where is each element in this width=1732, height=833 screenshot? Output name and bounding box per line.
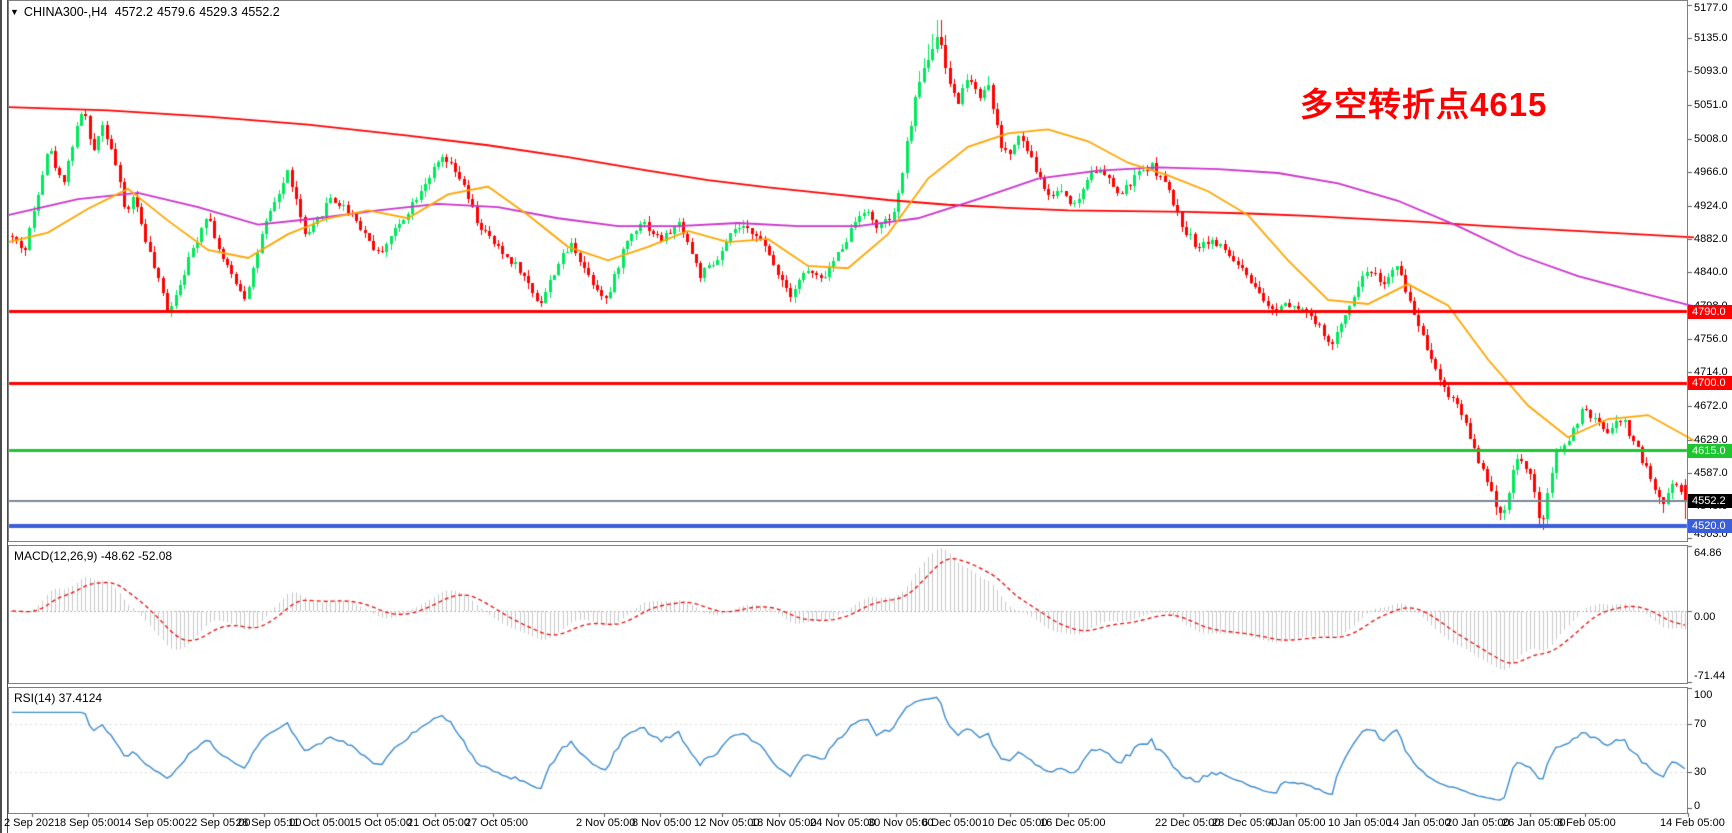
macd-pane[interactable] (8, 545, 1688, 684)
time-axis-label: 22 Dec 05:00 (1155, 817, 1221, 829)
rsi-axis-label: 70 (1694, 718, 1707, 730)
rsi-axis-label: 0 (1694, 800, 1701, 812)
price-tick-label: 4924.0 (1694, 199, 1728, 212)
rsi-indicator-label: RSI(14) 37.4124 (14, 691, 103, 705)
symbol-period-label: CHINA300-,H4 (23, 5, 108, 19)
price-tag: 4520.0 (1688, 519, 1732, 534)
macd-axis-label: 0.00 (1694, 611, 1716, 623)
macd-axis-label: 64.86 (1694, 547, 1722, 559)
time-axis-label: 15 Oct 05:00 (349, 817, 412, 829)
price-tick-label: 5051.0 (1694, 98, 1728, 111)
time-axis-label: 28 Sep 05:00 (236, 817, 302, 829)
time-axis-label: 24 Nov 05:00 (810, 817, 876, 829)
symbol-header: ▼ CHINA300-,H4 4572.2 4579.6 4529.3 4552.2 (10, 5, 284, 19)
price-tick-label: 4629.0 (1694, 433, 1728, 446)
rsi-axis-label: 30 (1694, 766, 1707, 778)
ohlc-high: 4579.6 (157, 5, 196, 19)
time-axis-label: 8 Sep 05:00 (60, 817, 120, 829)
time-axis-label: 8 Nov 05:00 (632, 817, 692, 829)
time-axis-label: 11 Oct 05:00 (288, 817, 351, 829)
price-tick-label: 5135.0 (1694, 32, 1728, 45)
time-axis-label: 2 Sep 2021 (4, 817, 61, 829)
time-axis-label: 16 Dec 05:00 (1040, 817, 1106, 829)
price-tick-label: 5093.0 (1694, 65, 1728, 78)
time-axis-label: 14 Jan 05:00 (1387, 817, 1451, 829)
rsi-axis-label: 100 (1694, 689, 1713, 701)
price-tag: 4552.2 (1688, 493, 1732, 508)
price-tick-label: 4840.0 (1694, 266, 1728, 279)
price-tag: 4790.0 (1688, 304, 1732, 319)
time-axis-label: 27 Oct 05:00 (465, 817, 528, 829)
time-axis-label: 26 Jan 05:00 (1502, 817, 1566, 829)
collapse-triangle-icon[interactable]: ▼ (10, 7, 19, 17)
price-tick-label: 4756.0 (1694, 332, 1728, 345)
time-axis-label: 12 Nov 05:00 (694, 817, 760, 829)
time-axis-label: 14 Feb 05:00 (1660, 817, 1725, 829)
macd-axis-label: -71.44 (1694, 670, 1726, 682)
time-axis-label: 30 Nov 05:00 (868, 817, 934, 829)
price-tick-label: 4882.0 (1694, 232, 1728, 245)
time-axis-label: 22 Sep 05:00 (185, 817, 251, 829)
time-axis-label: 10 Dec 05:00 (982, 817, 1048, 829)
time-axis-label: 20 Jan 05:00 (1446, 817, 1510, 829)
time-axis-label: 6 Dec 05:00 (922, 817, 982, 829)
time-axis-label: 14 Sep 05:00 (119, 817, 185, 829)
price-tick-label: 4714.0 (1694, 366, 1728, 379)
macd-indicator-label: MACD(12,26,9) -48.62 -52.08 (14, 549, 173, 563)
time-axis-label: 18 Nov 05:00 (751, 817, 817, 829)
price-tick-label: 5008.0 (1694, 132, 1728, 145)
price-tag: 4700.0 (1688, 376, 1732, 391)
window-border-inner (7, 0, 8, 833)
rsi-pane[interactable] (8, 687, 1688, 814)
time-axis-label: 10 Jan 05:00 (1328, 817, 1392, 829)
annotation-text[interactable]: 多空转折点4615 (1300, 86, 1548, 123)
time-axis-label: 8 Feb 05:00 (1557, 817, 1616, 829)
ohlc-open: 4572.2 (114, 5, 154, 19)
main-price-pane[interactable] (8, 0, 1688, 542)
time-axis-label: 2 Nov 05:00 (576, 817, 636, 829)
ohlc-low: 4529.3 (199, 5, 238, 19)
price-tick-label: 4587.0 (1694, 467, 1728, 480)
time-axis-label: 4 Jan 05:00 (1268, 817, 1326, 829)
price-tick-label: 4672.0 (1694, 399, 1728, 412)
price-tick-label: 5177.0 (1694, 2, 1728, 14)
time-axis-label: 28 Dec 05:00 (1212, 817, 1278, 829)
window-border-outer (0, 0, 2, 833)
price-tag: 4615.0 (1688, 443, 1732, 458)
time-axis-label: 21 Oct 05:00 (407, 817, 470, 829)
price-tick-label: 4966.0 (1694, 166, 1728, 179)
ohlc-close: 4552.2 (241, 5, 280, 19)
